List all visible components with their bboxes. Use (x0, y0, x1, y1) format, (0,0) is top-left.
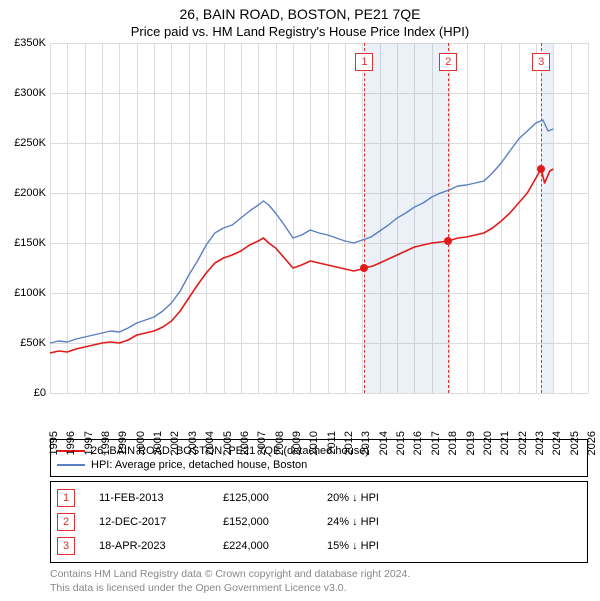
x-tick-label: 1998 (98, 431, 112, 455)
event-badge-icon: 3 (57, 537, 75, 555)
x-tick-label: 2012 (341, 431, 355, 455)
footer-line: This data is licensed under the Open Gov… (50, 581, 588, 595)
event-diff: 24% ↓ HPI (327, 516, 379, 528)
legend-swatch (57, 464, 85, 466)
y-tick-label: £0 (34, 387, 50, 399)
event-row: 3 18-APR-2023 £224,000 15% ↓ HPI (57, 534, 581, 558)
x-tick-label: 2004 (202, 431, 216, 455)
x-tick-label: 2008 (272, 431, 286, 455)
event-row: 1 11-FEB-2013 £125,000 20% ↓ HPI (57, 486, 581, 510)
event-badge-icon: 2 (57, 513, 75, 531)
x-tick-label: 1999 (115, 431, 129, 455)
event-date: 11-FEB-2013 (99, 492, 199, 504)
series-line-price_paid (50, 169, 553, 353)
x-tick-label: 2001 (150, 431, 164, 455)
event-diff: 20% ↓ HPI (327, 492, 379, 504)
event-diff: 15% ↓ HPI (327, 540, 379, 552)
event-row: 2 12-DEC-2017 £152,000 24% ↓ HPI (57, 510, 581, 534)
x-tick-label: 2005 (220, 431, 234, 455)
series-line-hpi (50, 120, 553, 343)
y-tick-label: £150K (14, 237, 50, 249)
y-tick-label: £300K (14, 87, 50, 99)
x-tick-label: 2026 (584, 431, 598, 455)
x-tick-label: 2002 (167, 431, 181, 455)
x-tick-label: 2025 (567, 431, 581, 455)
x-tick-label: 2010 (306, 431, 320, 455)
x-tick-label: 2003 (185, 431, 199, 455)
x-tick-label: 2016 (410, 431, 424, 455)
event-price: £125,000 (223, 492, 303, 504)
footer-attribution: Contains HM Land Registry data © Crown c… (50, 567, 588, 595)
event-date: 18-APR-2023 (99, 540, 199, 552)
event-price: £152,000 (223, 516, 303, 528)
line-layer (50, 43, 588, 393)
x-tick-label: 2022 (515, 431, 529, 455)
x-tick-label: 2019 (463, 431, 477, 455)
x-tick-label: 1996 (63, 431, 77, 455)
event-date: 12-DEC-2017 (99, 516, 199, 528)
y-tick-label: £50K (20, 337, 50, 349)
legend-item-hpi: HPI: Average price, detached house, Bost… (57, 458, 581, 472)
x-tick-label: 1995 (46, 431, 60, 455)
x-tick-label: 2018 (445, 431, 459, 455)
x-axis-ticks: 1995199619971998199920002001200220032004… (50, 393, 588, 431)
y-tick-label: £250K (14, 137, 50, 149)
x-tick-label: 1997 (81, 431, 95, 455)
x-tick-label: 2013 (358, 431, 372, 455)
x-tick-label: 2006 (237, 431, 251, 455)
y-tick-label: £350K (14, 37, 50, 49)
y-tick-label: £100K (14, 287, 50, 299)
y-tick-label: £200K (14, 187, 50, 199)
chart-subtitle: Price paid vs. HM Land Registry's House … (0, 22, 600, 43)
x-tick-label: 2023 (532, 431, 546, 455)
gridline-v (588, 43, 589, 393)
x-tick-label: 2020 (480, 431, 494, 455)
legend-label: HPI: Average price, detached house, Bost… (91, 459, 307, 471)
x-tick-label: 2000 (133, 431, 147, 455)
x-tick-label: 2015 (393, 431, 407, 455)
events-table: 1 11-FEB-2013 £125,000 20% ↓ HPI 2 12-DE… (50, 481, 588, 563)
x-tick-label: 2014 (376, 431, 390, 455)
chart-container: 26, BAIN ROAD, BOSTON, PE21 7QE Price pa… (0, 0, 600, 595)
x-tick-label: 2017 (428, 431, 442, 455)
x-tick-label: 2007 (254, 431, 268, 455)
footer-line: Contains HM Land Registry data © Crown c… (50, 567, 588, 581)
x-tick-label: 2011 (324, 431, 338, 455)
event-price: £224,000 (223, 540, 303, 552)
x-tick-label: 2024 (549, 431, 563, 455)
chart-title: 26, BAIN ROAD, BOSTON, PE21 7QE (0, 0, 600, 22)
x-tick-label: 2021 (497, 431, 511, 455)
x-tick-label: 2009 (289, 431, 303, 455)
event-badge-icon: 1 (57, 489, 75, 507)
plot-area: £0£50K£100K£150K£200K£250K£300K£350K123 (50, 43, 588, 393)
